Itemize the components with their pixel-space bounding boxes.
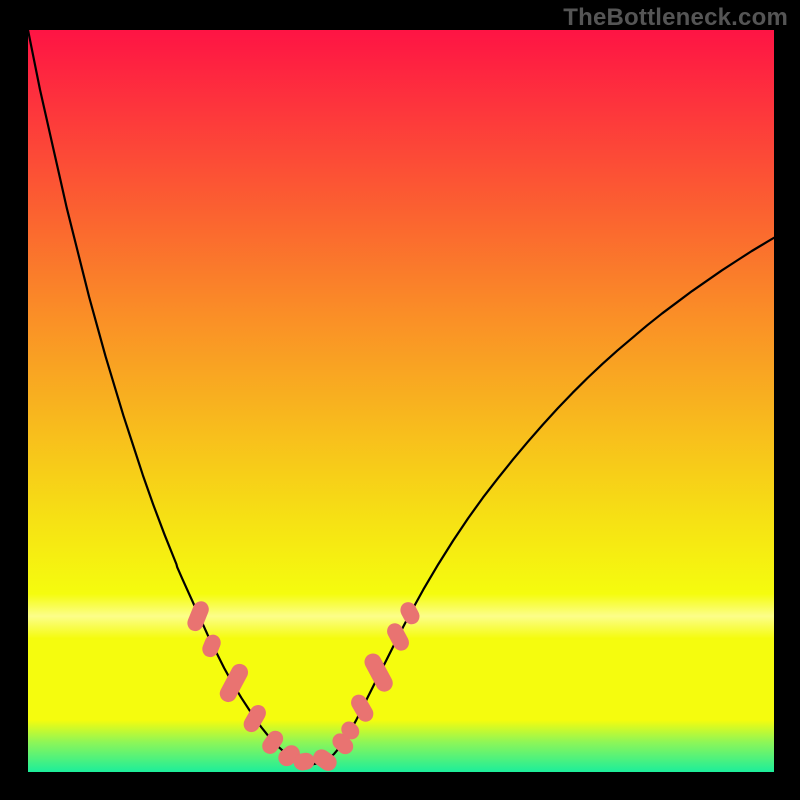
chart-frame: TheBottleneck.com xyxy=(0,0,800,800)
watermark-text: TheBottleneck.com xyxy=(563,4,788,32)
curve-marker xyxy=(186,599,211,632)
curve-marker xyxy=(217,662,250,705)
curve-marker xyxy=(385,621,411,653)
curve-marker xyxy=(362,651,395,694)
curve-marker xyxy=(398,600,422,626)
bottleneck-curve xyxy=(28,30,774,765)
curve-marker xyxy=(310,747,339,772)
curve-marker xyxy=(200,633,222,659)
curve-marker xyxy=(349,692,376,724)
plot-area xyxy=(28,30,774,772)
chart-svg xyxy=(28,30,774,772)
